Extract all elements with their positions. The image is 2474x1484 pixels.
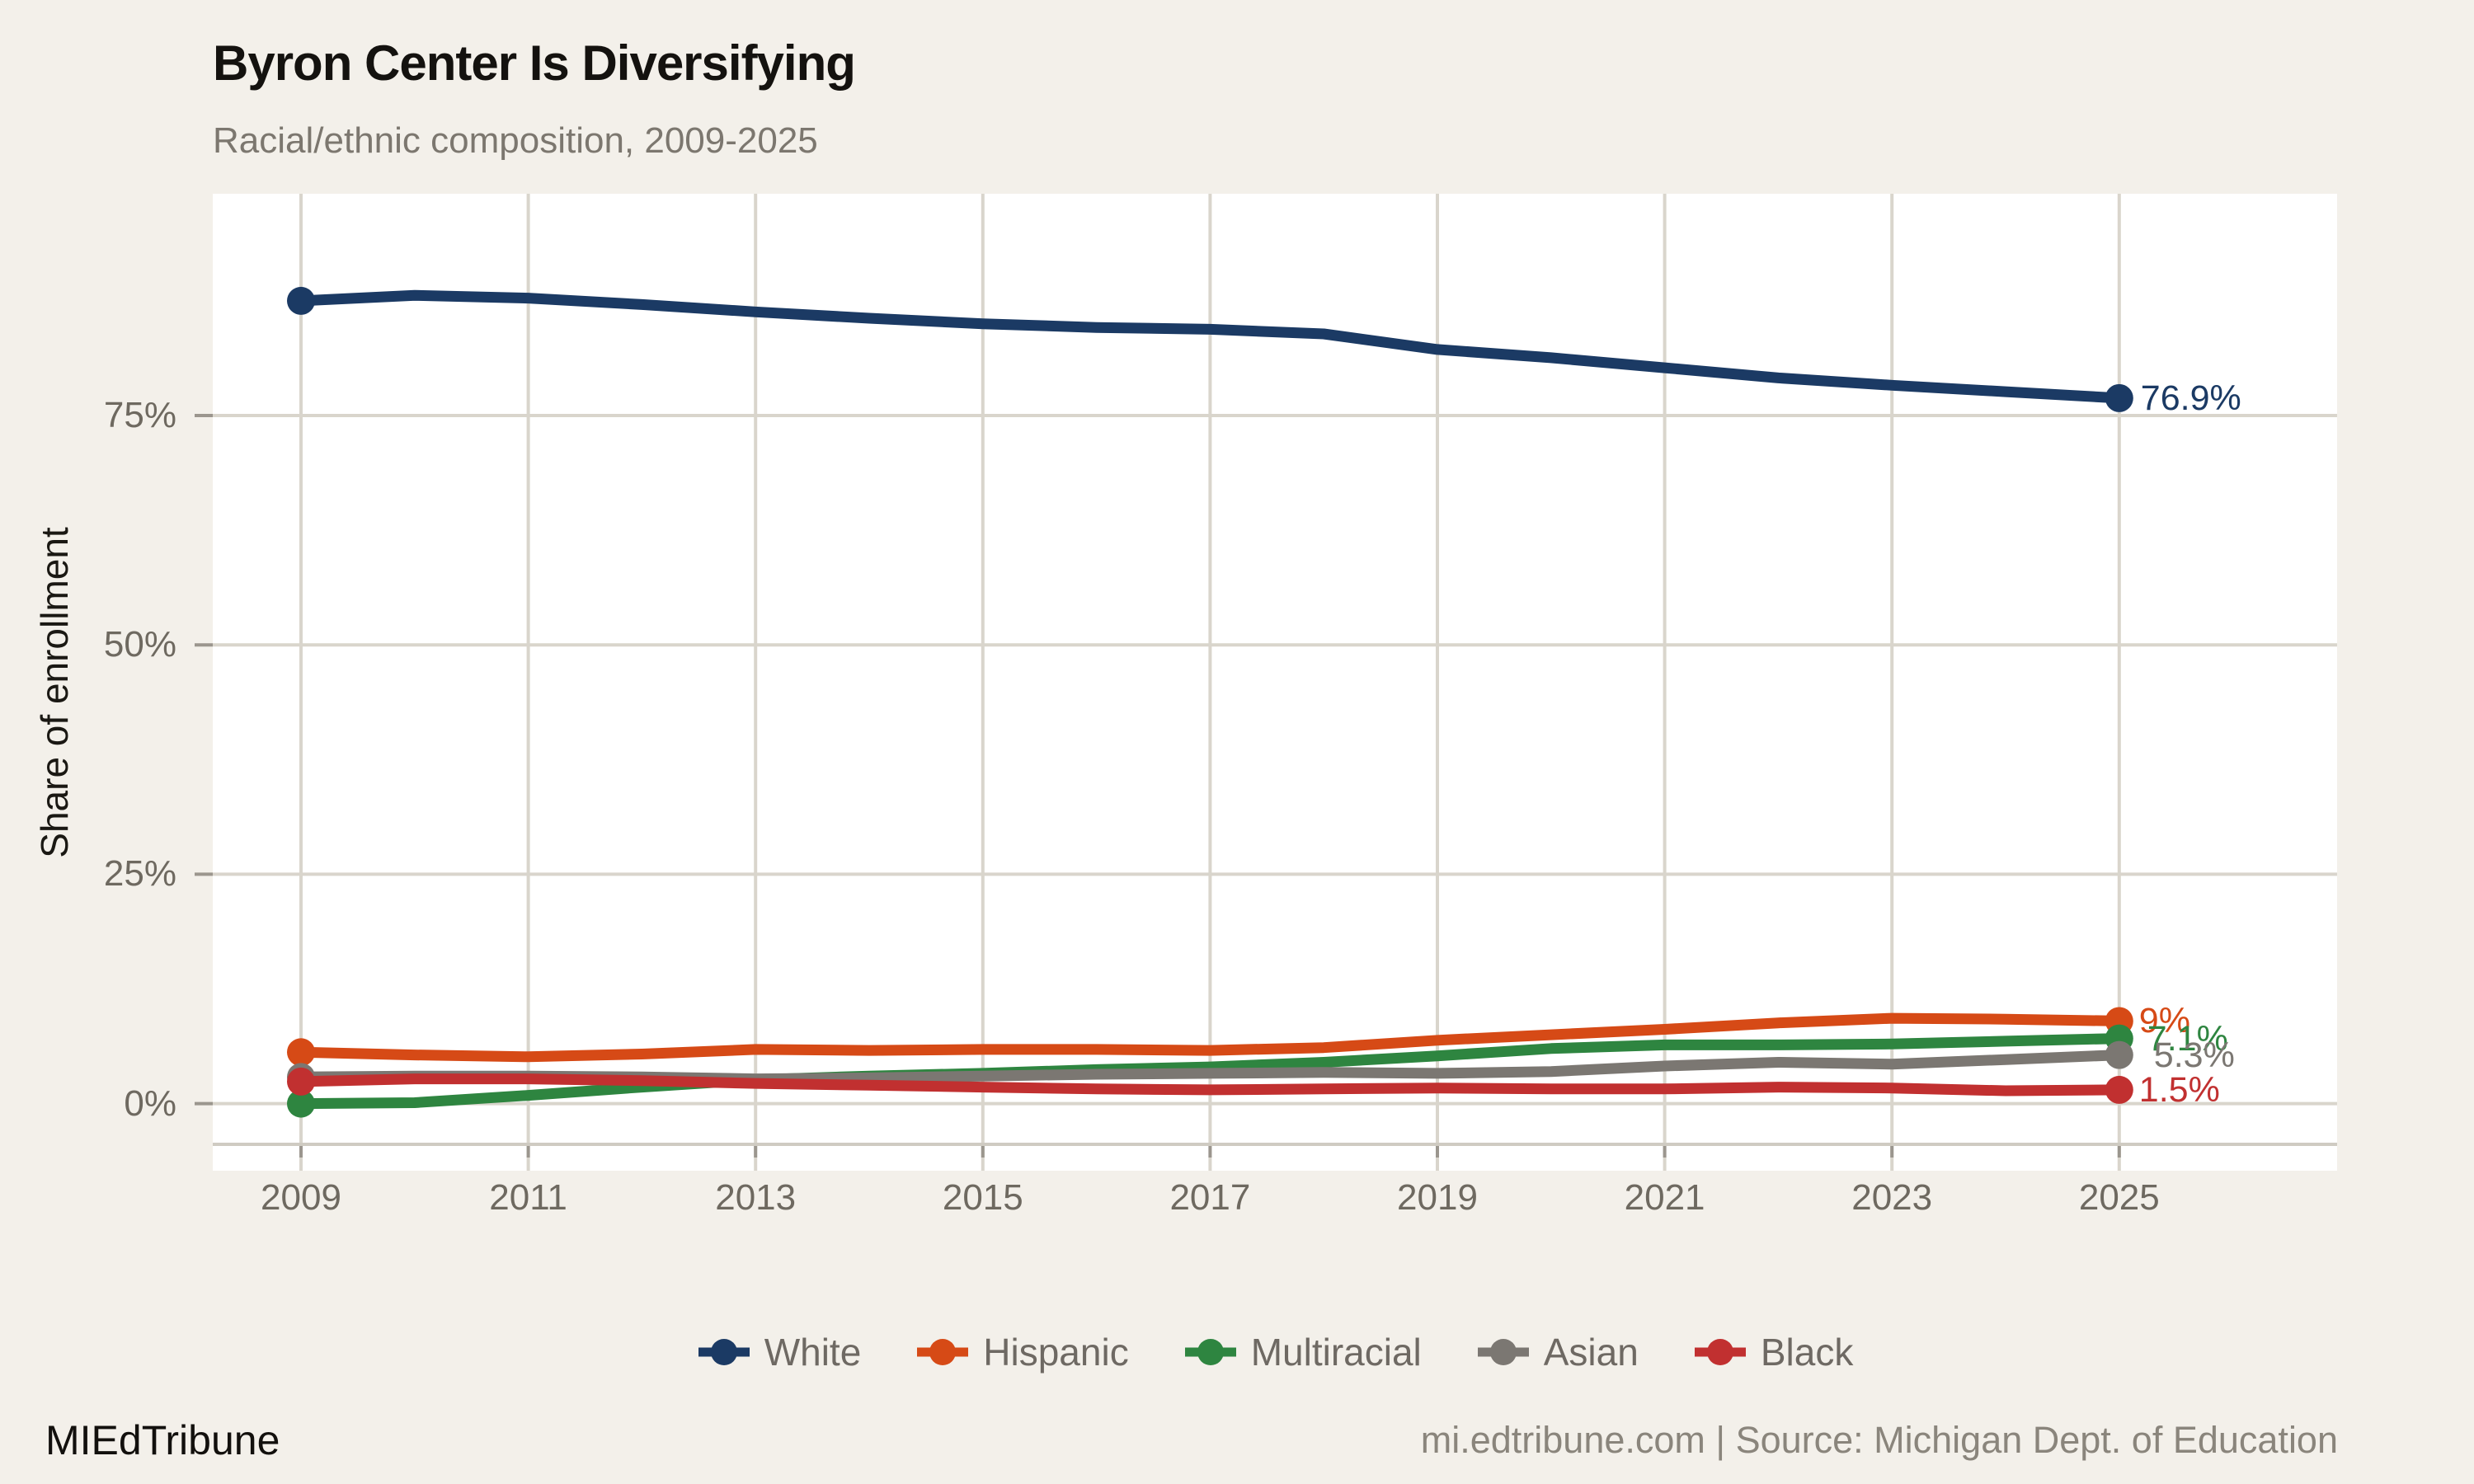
- end-point-white: [2105, 383, 2133, 412]
- x-tick-label-2025: 2025: [2078, 1177, 2160, 1218]
- x-tick-label-2019: 2019: [1397, 1177, 1478, 1218]
- legend-marker-icon: [1477, 1339, 1529, 1365]
- y-tick-label-25: 25%: [103, 853, 176, 895]
- start-point-hispanic: [287, 1038, 315, 1067]
- end-point-asian: [2105, 1040, 2133, 1069]
- end-label-black: 1.5%: [2138, 1069, 2220, 1110]
- footer: MIEdTribune mi.edtribune.com | Source: M…: [45, 1411, 2338, 1469]
- legend-marker-icon: [1694, 1339, 1746, 1365]
- x-tick-label-2011: 2011: [489, 1177, 567, 1218]
- chart-legend: White Hispanic Multiracial Asian Black: [213, 1321, 2337, 1383]
- legend-marker-icon: [1184, 1339, 1236, 1365]
- series-line-white: [295, 289, 2125, 404]
- brand-wordmark: MIEdTribune: [45, 1417, 280, 1463]
- legend-item-white: White: [697, 1330, 862, 1374]
- end-label-multiracial: 7.1%: [2147, 1018, 2228, 1059]
- end-label-asian: 5.3%: [2153, 1035, 2235, 1075]
- start-point-multiracial: [287, 1089, 315, 1118]
- legend-item-black: Black: [1693, 1330, 1853, 1374]
- legend-item-multiracial: Multiracial: [1183, 1330, 1422, 1374]
- series-line-black: [295, 1073, 2125, 1097]
- end-label-white: 76.9%: [2140, 378, 2241, 418]
- legend-item-asian: Asian: [1476, 1330, 1639, 1374]
- end-point-black: [2105, 1075, 2133, 1104]
- page-title: Byron Center Is Diversifying: [213, 35, 856, 91]
- legend-label: Multiracial: [1250, 1331, 1422, 1374]
- y-axis-title: Share of enrollment: [33, 527, 76, 858]
- y-tick-label-0: 0%: [124, 1082, 176, 1124]
- start-point-black: [287, 1067, 315, 1096]
- legend-label: Hispanic: [983, 1331, 1129, 1374]
- legend-label: White: [764, 1331, 862, 1374]
- x-tick-label-2015: 2015: [942, 1177, 1023, 1218]
- legend-label: Asian: [1543, 1331, 1639, 1374]
- legend-label: Black: [1760, 1331, 1854, 1374]
- plot-panel: [213, 194, 2337, 1171]
- legend-item-hispanic: Hispanic: [915, 1330, 1129, 1374]
- series-line-multiracial: [295, 1033, 2125, 1110]
- y-tick-label-50: 50%: [103, 624, 176, 665]
- start-point-white: [287, 286, 315, 315]
- end-label-hispanic: 9%: [2138, 1001, 2190, 1041]
- legend-marker-icon: [698, 1339, 750, 1365]
- series-line-hispanic: [295, 1012, 2125, 1063]
- source-attribution: mi.edtribune.com | Source: Michigan Dept…: [1420, 1419, 2338, 1461]
- y-tick-label-75: 75%: [103, 395, 176, 435]
- x-tick-label-2021: 2021: [1624, 1177, 1705, 1218]
- x-tick-label-2013: 2013: [715, 1177, 797, 1218]
- legend-marker-icon: [917, 1339, 969, 1365]
- x-tick-label-2017: 2017: [1169, 1177, 1251, 1218]
- x-tick-label-2023: 2023: [1851, 1177, 1933, 1218]
- page-subtitle: Racial/ethnic composition, 2009-2025: [213, 120, 818, 161]
- x-tick-label-2009: 2009: [261, 1177, 341, 1218]
